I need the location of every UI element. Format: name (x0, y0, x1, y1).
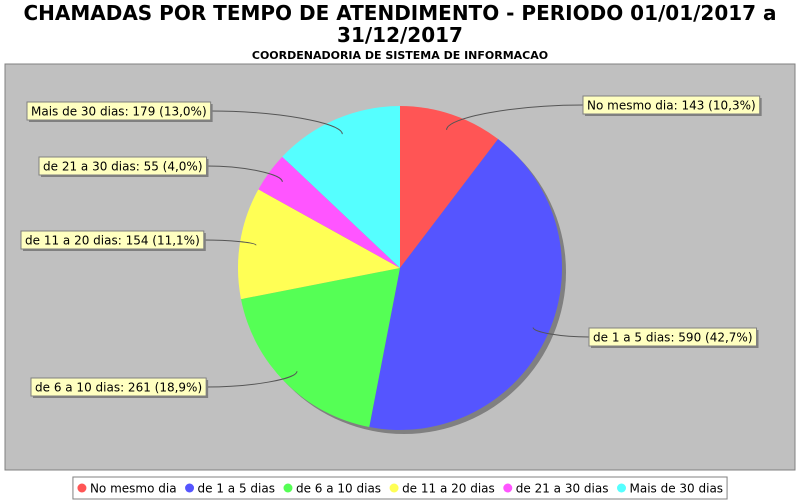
legend-label: de 1 a 5 dias (198, 482, 275, 496)
data-label-text: No mesmo dia: 143 (10,3%) (587, 99, 756, 113)
legend-marker (389, 483, 399, 493)
data-label: Mais de 30 dias: 179 (13,0%) (26, 101, 213, 122)
pie-slice (258, 156, 400, 268)
legend-label: Mais de 30 dias (630, 482, 724, 496)
chart-subtitle: COORDENADORIA DE SISTEMA DE INFORMACAO (252, 49, 548, 62)
pie-slice (282, 105, 400, 268)
pie-slice (238, 189, 400, 300)
label-box (20, 230, 205, 250)
data-label: de 1 a 5 dias: 590 (42,7%) (588, 327, 759, 348)
data-label: No mesmo dia: 143 (10,3%) (582, 95, 762, 116)
legend-label: de 6 a 10 dias (296, 482, 381, 496)
data-label-text: de 1 a 5 dias: 590 (42,7%) (593, 331, 753, 345)
legend-marker (77, 483, 87, 493)
leader-line (206, 165, 283, 183)
pie-slice (400, 106, 499, 268)
legend-marker (283, 483, 293, 493)
label-box (26, 101, 212, 121)
leader-line (532, 327, 590, 338)
label-box (588, 327, 757, 347)
pie-slice (241, 268, 400, 428)
legend-label: No mesmo dia (90, 482, 177, 496)
data-label-text: de 21 a 30 dias: 55 (4,0%) (43, 160, 203, 174)
data-label-text: de 11 a 20 dias: 154 (11,1%) (25, 234, 200, 248)
data-label: de 21 a 30 dias: 55 (4,0%) (38, 156, 209, 177)
chart-title: CHAMADAS POR TEMPO DE ATENDIMENTO - PERI… (23, 1, 777, 47)
legend-box (72, 476, 728, 500)
leader-line (206, 370, 298, 388)
label-box (582, 95, 761, 115)
leader-line (446, 104, 584, 130)
legend-label: de 11 a 20 dias (402, 482, 495, 496)
data-label-text: Mais de 30 dias: 179 (13,0%) (31, 105, 207, 119)
legend-marker (617, 483, 626, 493)
label-box (38, 156, 207, 176)
data-label: de 6 a 10 dias: 261 (18,9%) (30, 377, 209, 398)
data-label: de 11 a 20 dias: 154 (11,1%) (20, 230, 206, 251)
leader-line (210, 110, 343, 135)
legend-label: de 21 a 30 dias (516, 482, 609, 496)
pie-slice (369, 139, 562, 431)
legend-marker (503, 483, 513, 493)
data-label-text: de 6 a 10 dias: 261 (18,9%) (35, 381, 202, 395)
legend: No mesmo dia de 1 a 5 dias de 6 a 10 dias d… (72, 476, 728, 500)
label-box (30, 377, 207, 397)
leader-line (203, 239, 257, 246)
legend-marker (185, 483, 195, 493)
